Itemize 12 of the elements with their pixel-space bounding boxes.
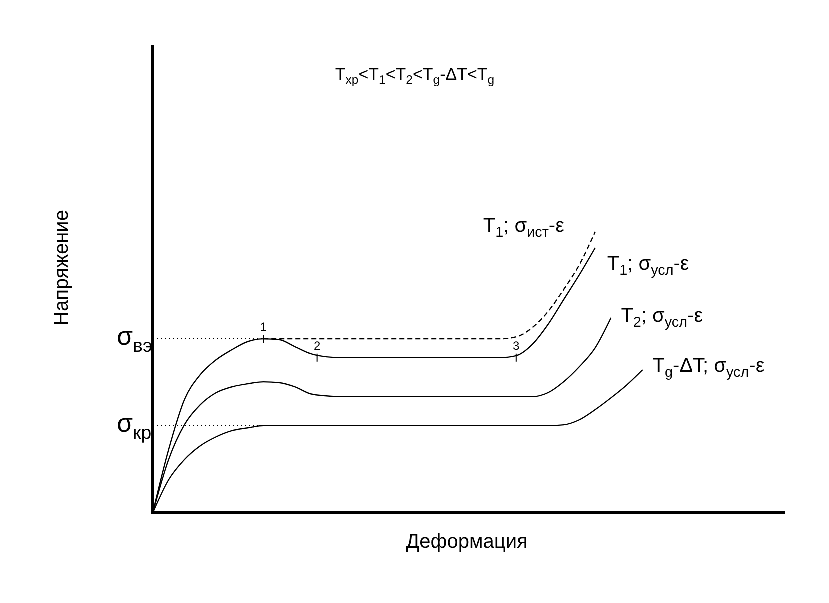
annotation: 3	[513, 338, 520, 353]
annotation: 2	[314, 338, 321, 353]
x-axis-title: Деформация	[406, 531, 528, 553]
series-label: T$_{2}$; σ$_{усл}$-ε	[621, 304, 704, 331]
series-label: T$_{1}$; σ$_{усл}$-ε	[607, 253, 690, 279]
annotation: 1	[260, 320, 268, 334]
chart-title: T$_{хр}$<T$_{1}$<T$_{2}$<T$_{g}$-ΔT<T$_{g}$	[335, 65, 495, 88]
series-label: T$_{1}$; σ$_{ист}$-ε	[483, 215, 565, 241]
ref-line-label: σ$_{кр}$	[117, 408, 152, 443]
y-axis-title: Напряжение	[51, 210, 73, 326]
ref-line-label: σ$_{вэ}$	[117, 321, 153, 356]
series-label: T$_{g}$-ΔT; σ$_{усл}$-ε	[652, 354, 765, 381]
